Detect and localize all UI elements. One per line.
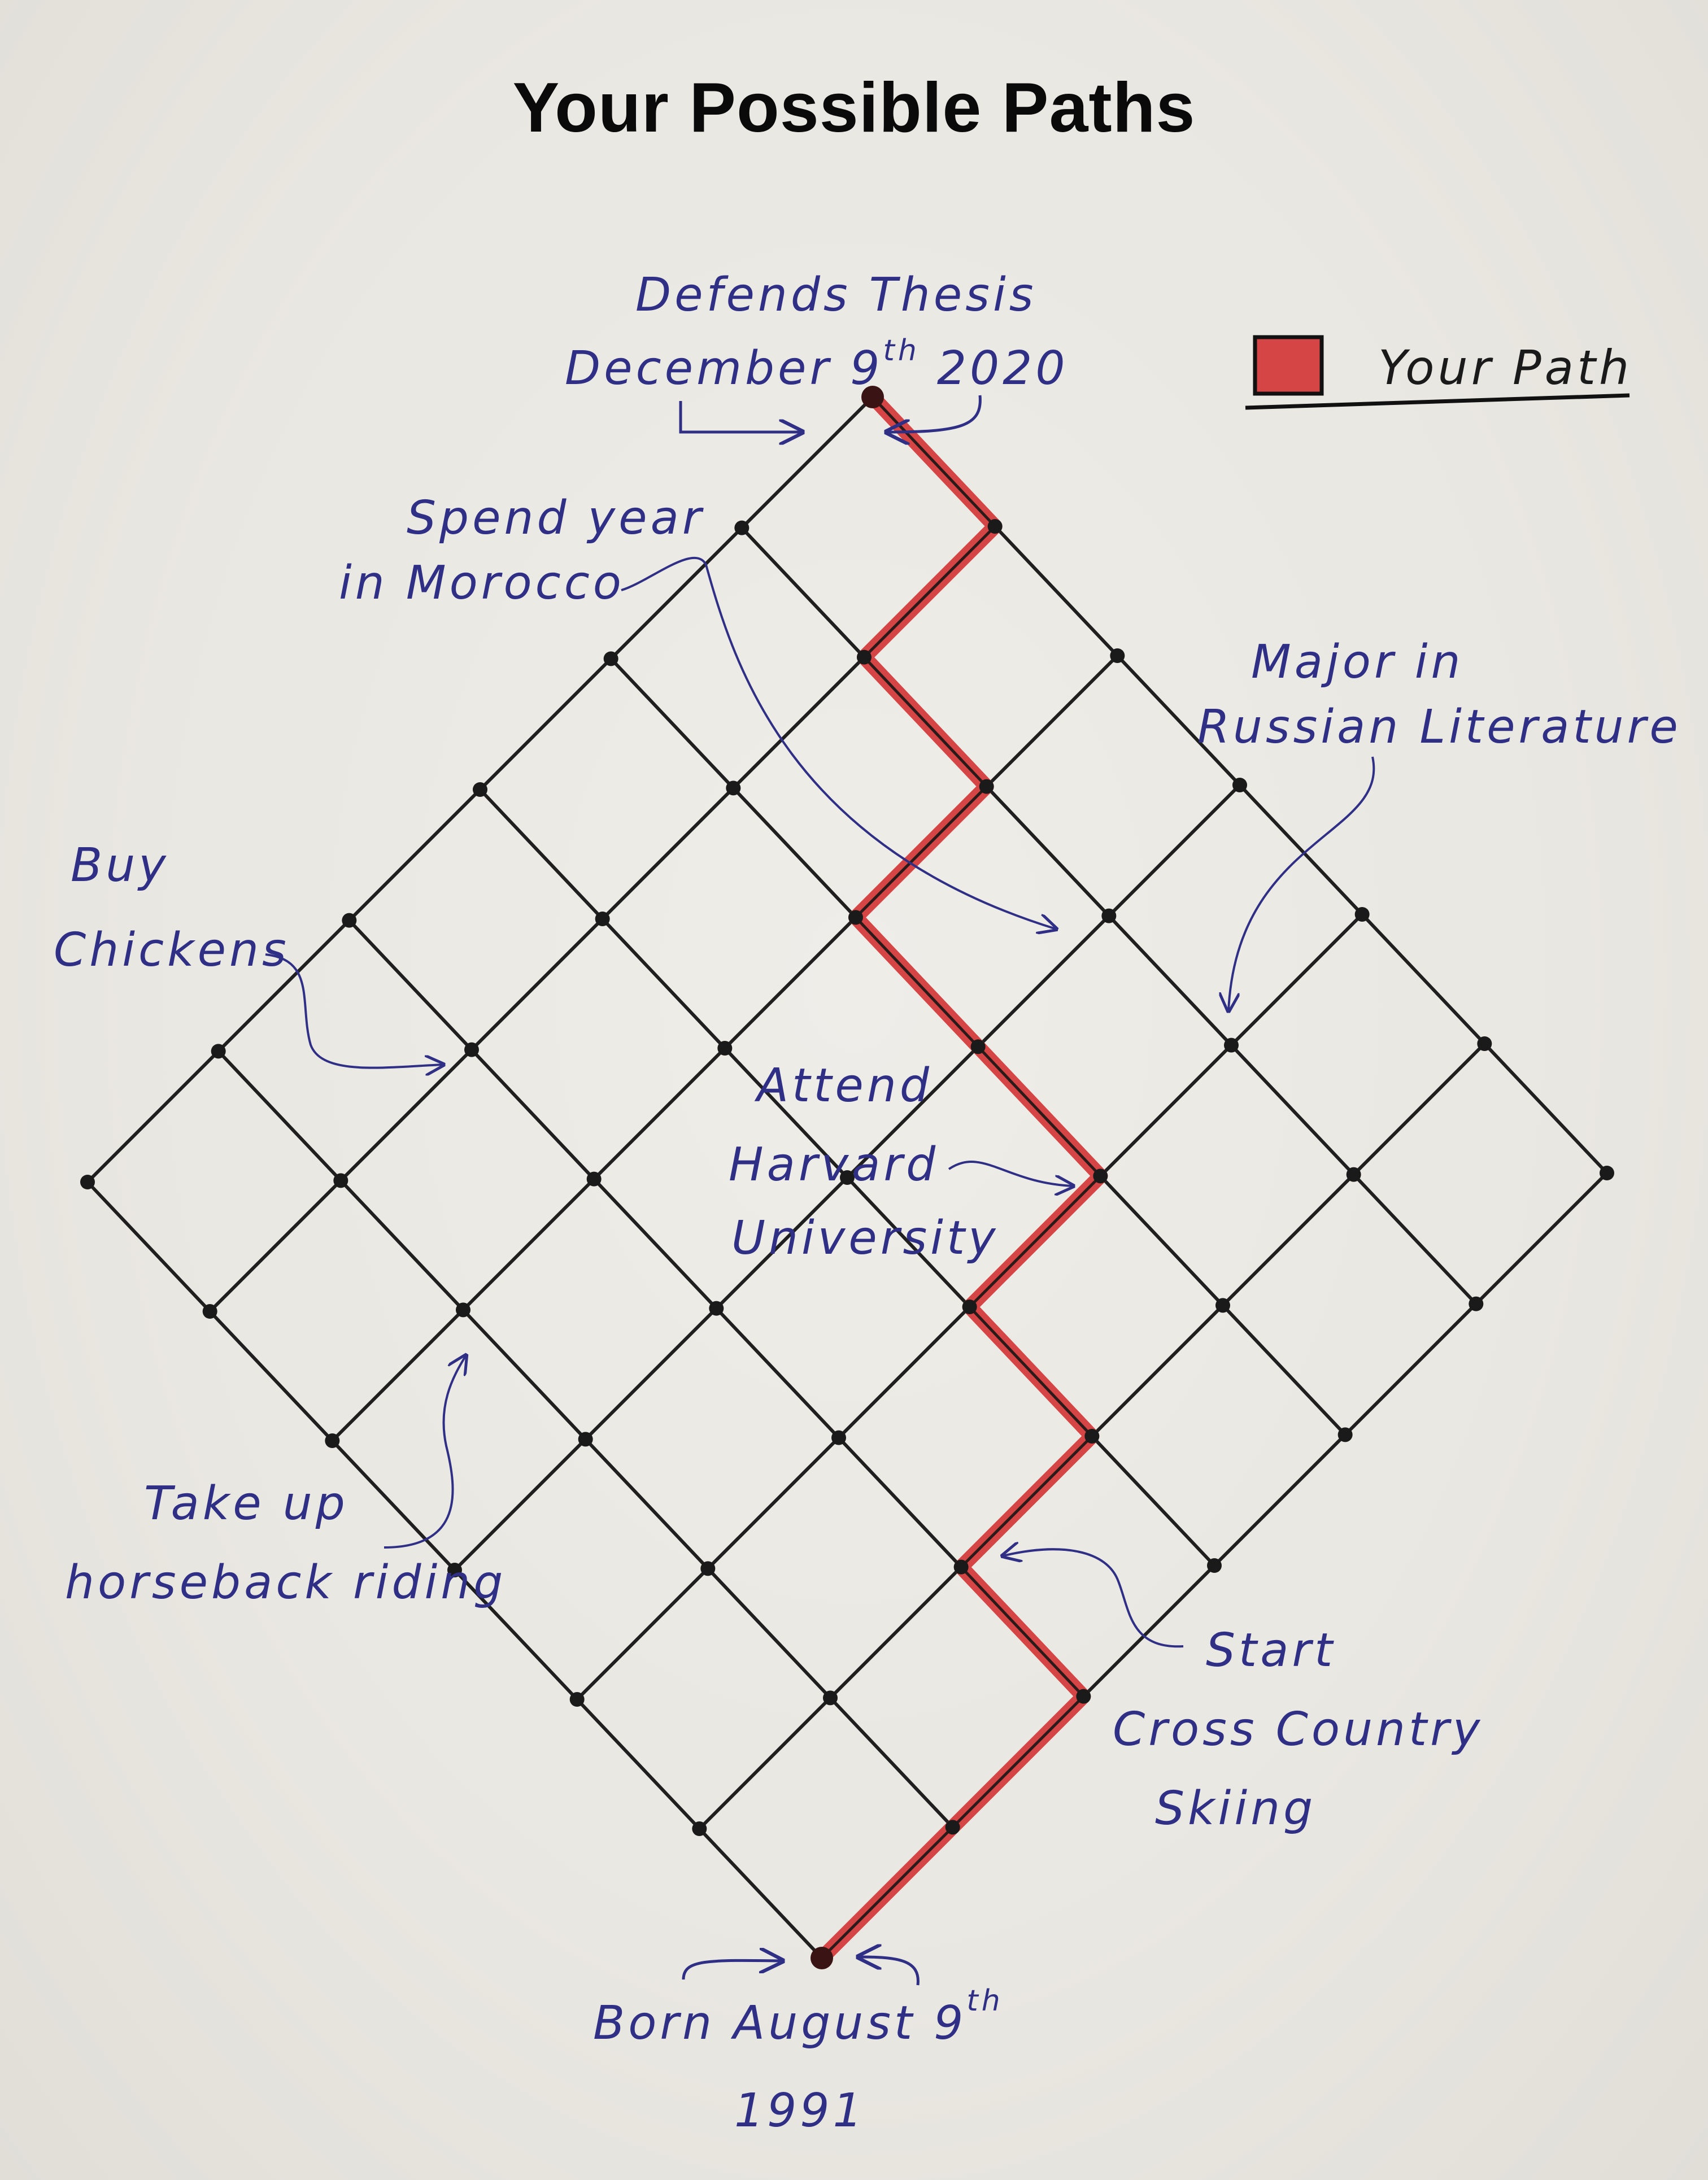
annotation-text: Major in — [1251, 635, 1463, 689]
annotation-horseback: Take up horseback riding — [65, 1355, 506, 1610]
annotation-text: Start — [1206, 1624, 1336, 1677]
grid-node — [456, 1302, 470, 1318]
grid-node — [987, 519, 1003, 534]
grid-node — [953, 1559, 969, 1575]
annotation-defends-thesis: Defends Thesis December 9th 2020 — [565, 268, 1069, 432]
grid-node — [595, 912, 610, 926]
grid-node — [1101, 908, 1117, 923]
grid-node — [857, 649, 872, 665]
annotation-text: Take up — [144, 1477, 348, 1531]
annotation-morocco: Spend year in Morocco — [339, 491, 1056, 929]
grid-node — [1477, 1036, 1492, 1051]
grid-node — [1076, 1689, 1091, 1704]
grid-node — [1346, 1167, 1361, 1182]
grid-node — [962, 1300, 977, 1314]
grid-node — [603, 651, 618, 666]
grid-node — [979, 779, 994, 794]
grid-node — [1354, 907, 1370, 922]
grid-node — [1337, 1427, 1353, 1442]
grid-node — [1215, 1298, 1230, 1313]
grid-node — [1224, 1037, 1239, 1053]
page-title: Your Possible Paths — [512, 69, 1196, 147]
annotation-text: Skiing — [1155, 1782, 1316, 1835]
annotation-text: University — [731, 1211, 999, 1265]
grid-node — [586, 1171, 602, 1187]
grid-node — [726, 781, 741, 796]
annotation-buy-chickens: Buy Chickens — [54, 839, 443, 1068]
grid-node — [325, 1433, 340, 1448]
arrow-icon — [859, 1957, 920, 1986]
grid-nodes — [80, 386, 1614, 1969]
arrow-icon — [948, 1161, 1073, 1186]
legend: Your Path — [1245, 335, 1632, 410]
annotation-text: Cross Country — [1113, 1703, 1483, 1756]
grid-node — [1093, 1169, 1108, 1184]
arrow-icon — [265, 953, 443, 1068]
grid-node — [464, 1042, 479, 1057]
grid-node — [1600, 1166, 1614, 1180]
annotation-text: Attend — [754, 1059, 933, 1113]
grid-node — [1232, 778, 1247, 792]
legend-label: Your Path — [1378, 340, 1632, 395]
grid-node — [700, 1561, 716, 1576]
grid-node — [342, 913, 357, 928]
grid-node — [861, 386, 884, 408]
annotation-text: Spend year — [407, 491, 705, 545]
arrow-icon — [1228, 756, 1375, 1011]
grid-node — [811, 1947, 833, 1969]
grid-node — [692, 1821, 707, 1836]
legend-underline — [1245, 393, 1630, 410]
annotation-born: Born August 9th 1991 — [593, 1957, 1004, 2138]
annotation-text: Born August 9th — [593, 1984, 1004, 2050]
grid-node — [717, 1041, 733, 1056]
annotation-text: Russian Literature — [1197, 700, 1681, 754]
grid-node — [80, 1175, 95, 1189]
grid-node — [473, 782, 487, 797]
arrow-icon — [384, 1355, 466, 1549]
grid-node — [848, 910, 863, 925]
grid-node — [734, 520, 750, 535]
annotation-text: in Morocco — [339, 556, 625, 610]
annotation-text: 1991 — [734, 2084, 866, 2138]
grid-node — [447, 1563, 462, 1577]
annotation-russian-literature: Major in Russian Literature — [1197, 635, 1681, 1011]
annotation-text: Buy — [71, 839, 169, 892]
grid-node — [709, 1301, 724, 1316]
arrow-icon — [621, 556, 1056, 929]
legend-swatch — [1253, 335, 1324, 396]
arrow-icon — [679, 401, 802, 432]
grid-node — [578, 1432, 593, 1447]
grid-node — [945, 1820, 960, 1835]
annotation-text: Defends Thesis — [635, 268, 1036, 322]
grid-node — [569, 1692, 585, 1707]
grid-node — [1207, 1558, 1222, 1573]
annotation-text: Harvard — [729, 1138, 939, 1192]
grid-node — [1084, 1429, 1100, 1444]
annotation-harvard: Attend Harvard University — [729, 1059, 1073, 1265]
annotation-text: December 9th 2020 — [565, 334, 1069, 395]
annotation-skiing: Start Cross Country Skiing — [1003, 1549, 1483, 1835]
annotation-text: Chickens — [54, 923, 290, 977]
grid-node — [211, 1044, 226, 1059]
grid-node — [333, 1173, 348, 1188]
arrow-icon — [887, 395, 982, 432]
grid-node — [202, 1304, 217, 1319]
arrow-icon — [1003, 1549, 1184, 1648]
grid-node — [1469, 1296, 1484, 1311]
grid-node — [970, 1039, 986, 1054]
grid-node — [840, 1170, 855, 1185]
annotation-text: horseback riding — [65, 1556, 506, 1610]
grid-node — [823, 1690, 838, 1706]
arrow-icon — [682, 1960, 782, 1980]
grid-node — [831, 1430, 846, 1445]
grid-node — [1110, 648, 1125, 663]
